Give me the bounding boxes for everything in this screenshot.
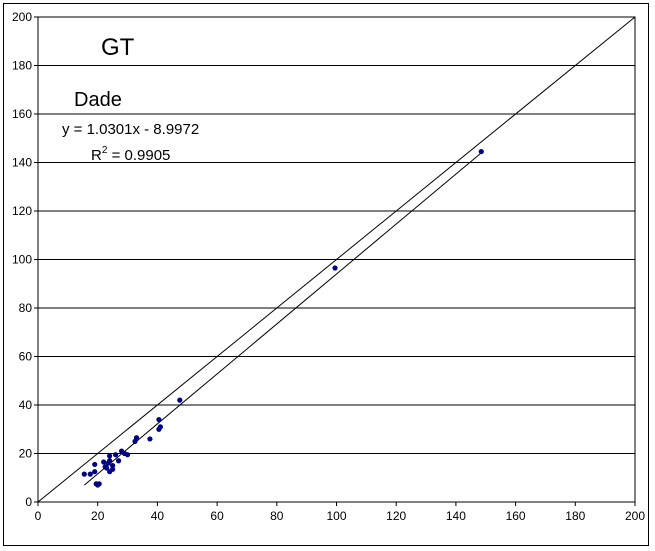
data-point-14 [110,466,116,472]
x-tick-label-80: 80 [270,509,284,523]
x-tick-label-160: 160 [506,509,526,523]
reference-line-layer [37,16,636,503]
y-tick-label-140: 140 [12,156,32,170]
x-tick-label-60: 60 [210,509,224,523]
data-point-6 [96,481,102,487]
y-tick-label-0: 0 [25,495,32,509]
chart-subtitle: Dade [74,89,122,111]
chart-title: GT [101,34,135,61]
identity-reference-line [37,16,636,503]
linear-trendline [83,152,482,486]
y-tick-label-40: 40 [19,398,33,412]
r-squared-label: R2 = 0.9905 [91,145,170,164]
x-tick-label-100: 100 [326,509,346,523]
data-points-layer [81,148,484,488]
y-tick-label-20: 20 [19,447,33,461]
trendline-equation: y = 1.0301x - 8.9972 [62,121,199,138]
x-tick-label-40: 40 [151,509,165,523]
x-tick-label-140: 140 [446,509,466,523]
r-squared-exponent: 2 [102,145,108,156]
r-squared-value: = 0.9905 [107,147,170,164]
x-tick-label-20: 20 [91,509,105,523]
data-point-27 [177,397,183,403]
trendline-layer [83,152,482,486]
y-tick-label-200: 200 [12,10,32,24]
data-point-11 [107,453,113,459]
data-point-7 [101,459,107,465]
data-point-9 [104,465,110,471]
data-point-17 [115,458,122,464]
x-tick-labels: 0 20 40 60 80 100 120 140 160 180 200 [35,502,645,523]
y-tick-label-160: 160 [12,107,32,121]
r-squared-r: R [91,147,102,164]
data-point-12 [107,458,113,464]
x-tick-label-200: 200 [625,509,645,523]
y-tick-label-100: 100 [12,253,32,267]
y-tick-label-60: 60 [19,350,33,364]
data-point-26 [157,424,163,430]
data-point-29 [478,148,484,155]
data-point-23 [147,436,153,442]
data-point-1 [87,471,93,477]
y-tick-label-80: 80 [19,301,33,315]
data-point-15 [110,463,116,469]
grid-layer [38,16,635,454]
y-tick-labels: 0 20 40 60 80 100 120 140 160 180 200 [12,10,38,509]
data-point-25 [156,416,162,423]
data-point-22 [133,435,140,441]
data-point-2 [92,469,98,475]
data-point-28 [332,265,338,271]
data-point-0 [81,471,87,477]
y-tick-label-120: 120 [12,204,32,218]
y-tick-label-180: 180 [12,59,32,73]
x-tick-label-0: 0 [35,509,42,523]
data-point-20 [124,452,131,458]
x-tick-label-180: 180 [565,509,585,523]
data-point-16 [113,452,119,458]
data-point-3 [92,461,98,468]
x-tick-label-120: 120 [386,509,406,523]
